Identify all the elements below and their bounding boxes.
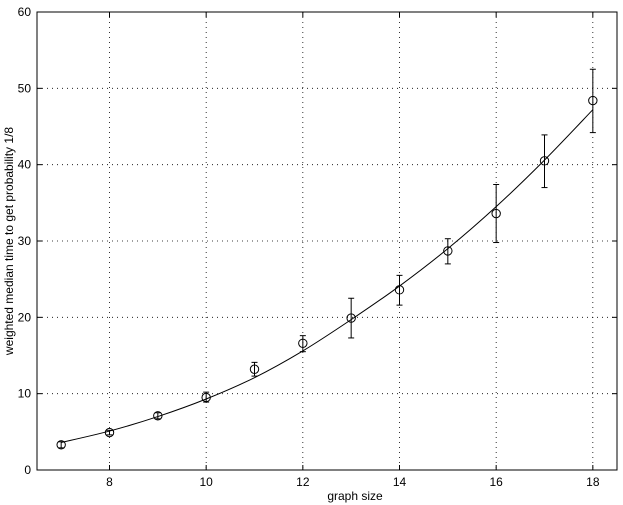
y-tick-label: 10 bbox=[18, 387, 32, 401]
data-point bbox=[201, 392, 211, 403]
x-tick-label: 16 bbox=[489, 475, 503, 489]
data-point bbox=[56, 440, 66, 450]
data-point bbox=[104, 427, 115, 438]
x-tick-label: 8 bbox=[106, 475, 113, 489]
data-point bbox=[539, 156, 550, 166]
y-tick-label: 0 bbox=[24, 463, 31, 477]
data-point bbox=[394, 285, 405, 295]
axes-layer bbox=[36, 11, 618, 471]
marker-layer bbox=[56, 95, 598, 450]
y-tick-label: 40 bbox=[18, 158, 32, 172]
y-tick-label: 20 bbox=[18, 310, 32, 324]
x-tick-label: 10 bbox=[199, 475, 213, 489]
data-point bbox=[249, 364, 260, 374]
errorbar-layer bbox=[58, 68, 596, 449]
x-tick-label: 18 bbox=[586, 475, 600, 489]
curve-layer bbox=[61, 109, 594, 444]
data-point bbox=[491, 208, 501, 219]
y-tick-label: 50 bbox=[18, 81, 32, 95]
x-tick-label: 12 bbox=[296, 475, 310, 489]
data-point bbox=[298, 338, 308, 348]
fit-curve bbox=[61, 109, 594, 444]
x-tick-label: 14 bbox=[393, 475, 407, 489]
data-point bbox=[153, 411, 163, 421]
grid-layer bbox=[37, 12, 617, 470]
y-tick-label: 30 bbox=[18, 234, 32, 248]
y-axis-label: weighted median time to get probability … bbox=[2, 127, 16, 356]
data-point bbox=[588, 95, 598, 106]
data-point bbox=[346, 313, 356, 323]
tick-label-layer: 8 10 12 14 16 18 0 10 20 30 40 50 60 bbox=[18, 5, 600, 489]
x-axis-label: graph size bbox=[327, 489, 383, 503]
data-point bbox=[443, 246, 453, 256]
y-tick-label: 60 bbox=[18, 5, 32, 19]
